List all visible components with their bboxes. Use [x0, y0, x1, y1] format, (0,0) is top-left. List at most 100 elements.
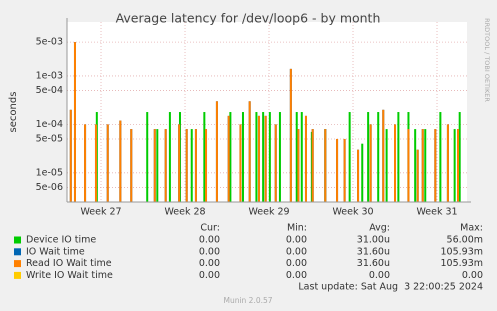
y-tick-label: 5e-06	[36, 182, 63, 193]
spike	[394, 124, 397, 202]
spike	[367, 112, 370, 202]
spike	[239, 124, 242, 202]
spike	[229, 112, 232, 202]
spike	[324, 129, 327, 202]
legend-label: Read IO Wait time	[26, 258, 112, 269]
y-tick-label: 1e-05	[36, 167, 63, 178]
legend-label: Write IO Wait time	[26, 270, 113, 281]
chart-title: Average latency for /dev/loop6 - by mont…	[116, 11, 381, 26]
spike	[382, 109, 385, 202]
legend-swatch	[14, 236, 21, 244]
spike	[377, 112, 380, 202]
spike	[94, 124, 97, 202]
spike	[446, 124, 449, 202]
spike	[457, 129, 460, 202]
y-tick-label: 5e-03	[36, 37, 63, 48]
spike	[297, 129, 300, 202]
y-tick-label: 1e-03	[36, 70, 63, 81]
y-tick-label: 5e-04	[36, 85, 63, 96]
spike	[153, 129, 156, 202]
spike	[295, 112, 298, 202]
spike	[255, 112, 258, 202]
spike	[434, 129, 437, 202]
spike	[278, 112, 281, 202]
y-axis-label: seconds	[8, 92, 19, 133]
plot-area	[67, 22, 467, 202]
y-tick-label: 5e-05	[36, 133, 63, 144]
spike	[130, 129, 133, 202]
spike	[69, 109, 72, 202]
legend-value: 31.60u	[357, 258, 390, 269]
spike	[164, 129, 167, 202]
x-tick-label: Week 27	[80, 207, 121, 218]
legend-value: 0.00	[286, 258, 307, 269]
legend-value: 0.00	[462, 270, 483, 281]
spike	[300, 112, 303, 202]
legend-value: 0.00	[369, 270, 390, 281]
spike	[262, 112, 265, 202]
legend-swatch	[14, 248, 21, 256]
spike	[264, 115, 267, 202]
legend-value: 31.00u	[357, 235, 390, 246]
legend-value: 0.00	[199, 258, 220, 269]
legend-header: Cur:	[200, 223, 220, 234]
legend-value: 0.00	[199, 246, 220, 257]
spike	[203, 112, 206, 202]
legend-value: 0.00	[286, 246, 307, 257]
spike	[257, 115, 260, 202]
spike	[439, 112, 442, 202]
spike	[416, 149, 419, 202]
spike	[268, 112, 271, 202]
x-tick-label: Week 31	[416, 207, 457, 218]
spike	[106, 124, 109, 202]
spike	[274, 124, 277, 202]
legend-value: 105.93m	[441, 246, 484, 257]
x-tick-label: Week 29	[248, 207, 289, 218]
x-tick-label: Week 28	[164, 207, 205, 218]
legend-value: 105.93m	[441, 258, 484, 269]
spike	[190, 129, 193, 202]
spike	[156, 129, 159, 202]
legend-value: 0.00	[199, 270, 220, 281]
spike	[361, 143, 364, 202]
spike	[205, 129, 208, 202]
spike	[289, 68, 292, 202]
legend-header: Max:	[460, 223, 483, 234]
spike	[73, 42, 76, 202]
spike	[178, 124, 181, 202]
spike	[369, 124, 372, 202]
spike	[168, 112, 171, 202]
spike	[241, 112, 244, 202]
legend-value: 31.60u	[357, 246, 390, 257]
y-tick-label: 1e-04	[36, 119, 63, 130]
spike	[357, 149, 360, 202]
legend-value: 0.00	[286, 270, 307, 281]
spike	[421, 129, 424, 202]
spike	[407, 129, 410, 202]
spike	[336, 138, 339, 202]
legend-value: 0.00	[286, 235, 307, 246]
spike	[311, 129, 314, 202]
spike	[414, 129, 417, 202]
legend-header: Min:	[287, 223, 307, 234]
spike	[84, 124, 87, 202]
x-tick-label: Week 30	[332, 207, 373, 218]
last-update: Last update: Sat Aug 3 22:00:25 2024	[298, 282, 483, 293]
spike	[343, 138, 346, 202]
side-label: RRDTOOL / TOBI OETIKER	[483, 18, 491, 102]
legend-label: IO Wait time	[26, 246, 85, 257]
spike	[453, 129, 456, 202]
spike	[194, 129, 197, 202]
legend-value: 56.00m	[447, 235, 483, 246]
legend-label: Device IO time	[26, 235, 96, 246]
spike	[397, 112, 400, 202]
spike	[304, 115, 307, 202]
spike	[458, 112, 461, 202]
spike	[119, 120, 122, 202]
spike	[424, 129, 427, 202]
legend-header: Avg:	[369, 223, 390, 234]
spike	[385, 129, 388, 202]
legend-swatch	[14, 260, 21, 268]
spike	[348, 112, 351, 202]
spike	[248, 101, 251, 202]
